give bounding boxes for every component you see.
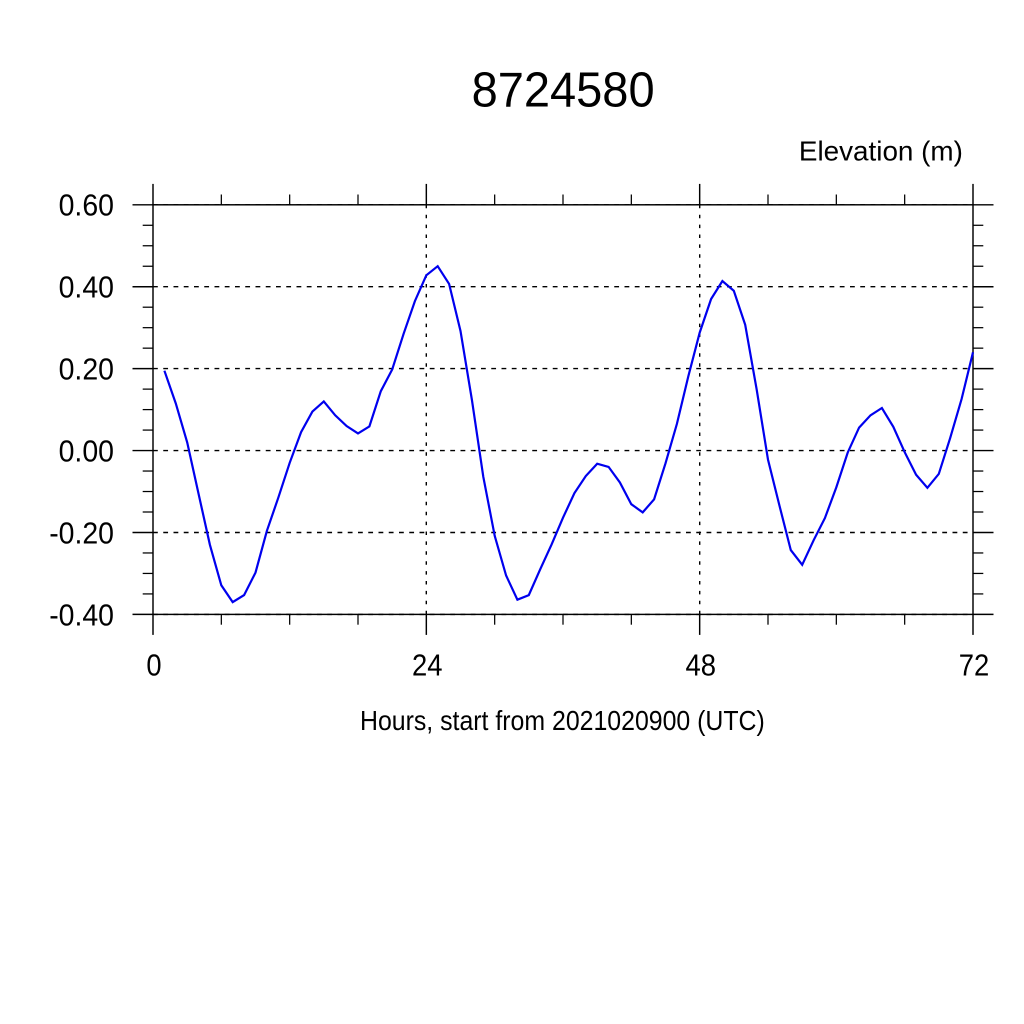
svg-text:8724580: 8724580 bbox=[472, 63, 655, 118]
svg-text:0: 0 bbox=[146, 650, 161, 683]
svg-text:24: 24 bbox=[412, 650, 443, 683]
svg-text:72: 72 bbox=[959, 650, 990, 683]
svg-text:0.00: 0.00 bbox=[59, 434, 114, 469]
svg-text:Hours, start from 2021020900 (: Hours, start from 2021020900 (UTC) bbox=[360, 705, 765, 736]
svg-text:-0.20: -0.20 bbox=[49, 515, 114, 550]
svg-text:Elevation (m): Elevation (m) bbox=[799, 136, 963, 167]
svg-text:0.20: 0.20 bbox=[59, 352, 114, 387]
svg-text:0.60: 0.60 bbox=[59, 188, 114, 223]
svg-text:0.40: 0.40 bbox=[59, 270, 114, 305]
svg-text:-0.40: -0.40 bbox=[49, 597, 114, 632]
svg-text:48: 48 bbox=[685, 650, 716, 683]
